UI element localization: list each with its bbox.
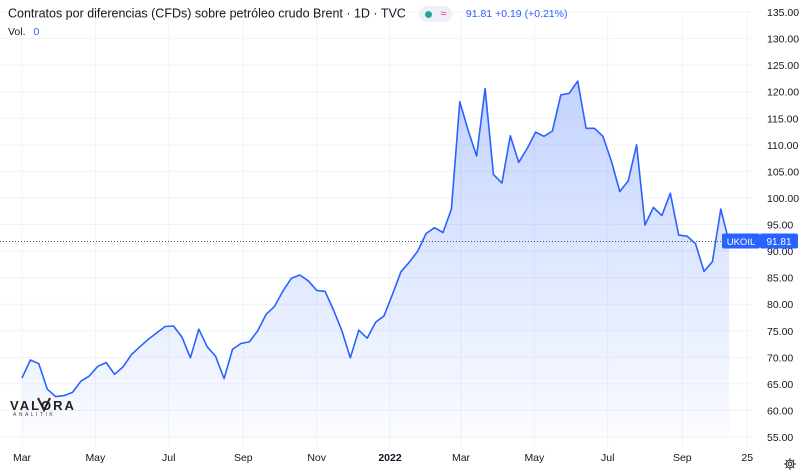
price-change: +0.19 [495, 8, 522, 21]
y-tick-label: 80.00 [767, 299, 793, 311]
y-tick-label: 120.00 [767, 87, 799, 99]
x-tick-label: Sep [234, 452, 253, 464]
x-tick-label: Jul [601, 452, 614, 464]
x-tick-label: May [524, 452, 545, 464]
logo-mark-icon [37, 397, 51, 413]
y-tick-label: 90.00 [767, 246, 793, 258]
price-line [21, 80, 730, 398]
y-tick-label: 125.00 [767, 60, 799, 72]
x-tick-label: Sep [673, 452, 692, 464]
volume-value: 0 [33, 26, 40, 38]
valora-logo: VALORA ANALITIK [10, 398, 76, 418]
x-tick-label: 25 [741, 452, 753, 464]
x-tick-label: 2022 [378, 452, 402, 464]
y-tick-label: 65.00 [767, 379, 793, 391]
logo-subtitle: ANALITIK [13, 412, 56, 418]
market-status-icon [425, 10, 433, 18]
last-price: 91.81 [465, 8, 493, 21]
symbol-title[interactable]: Contratos por diferencias (CFDs) sobre p… [8, 6, 406, 21]
x-tick-label: Mar [13, 452, 32, 464]
logo-word: VALORA [10, 398, 76, 413]
y-tick-label: 75.00 [767, 326, 793, 338]
y-tick-label: 105.00 [767, 166, 799, 178]
price-quote: 91.81 +0.19 (+0.21%) [466, 8, 568, 20]
price-change-pct: (+0.21%) [524, 8, 568, 21]
chart-header: Contratos por diferencias (CFDs) sobre p… [8, 6, 567, 22]
y-tick-label: 60.00 [767, 405, 793, 417]
price-area [22, 81, 730, 437]
volume-label: Vol. [8, 26, 26, 38]
y-tick-label: 100.00 [767, 193, 799, 205]
price-badge-label: 91.81 [766, 237, 791, 248]
x-tick-label: Nov [307, 452, 326, 464]
gear-icon[interactable] [783, 457, 797, 471]
x-tick-label: May [85, 452, 106, 464]
price-badge [760, 233, 798, 249]
y-tick-label: 95.00 [767, 220, 793, 232]
y-tick-label: 115.00 [767, 113, 798, 125]
y-tick-label: 130.00 [767, 34, 799, 46]
x-tick-label: Mar [452, 452, 471, 464]
y-tick-label: 85.00 [767, 273, 793, 285]
approx-icon: ≈ [440, 8, 447, 20]
y-tick-label: 55.00 [767, 432, 793, 444]
x-tick-label: Jul [162, 452, 175, 464]
y-tick-label: 70.00 [767, 352, 793, 364]
status-pill[interactable]: ≈ [419, 6, 453, 22]
volume-legend[interactable]: Vol. 0 [8, 26, 39, 38]
symbol-badge-label: UKOIL [727, 237, 756, 248]
y-tick-label: 110.00 [767, 140, 798, 152]
y-tick-label: 135.00 [767, 7, 799, 19]
symbol-badge [722, 233, 760, 249]
